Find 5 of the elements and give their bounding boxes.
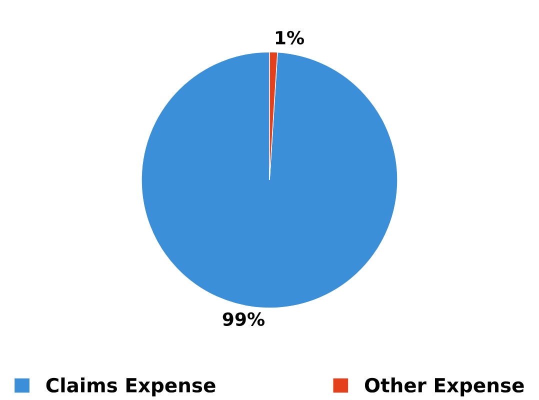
data-label: 1% — [276, 30, 304, 45]
pie-slice — [141, 52, 398, 308]
legend-label: Claims Expense — [46, 378, 216, 396]
data-label: 99% — [222, 312, 265, 326]
legend-label: Other Expense — [364, 378, 524, 396]
